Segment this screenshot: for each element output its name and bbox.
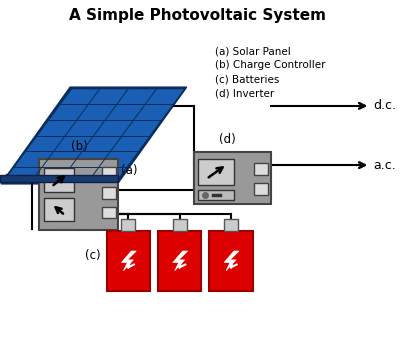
FancyBboxPatch shape [102,206,116,218]
FancyBboxPatch shape [209,231,253,290]
FancyBboxPatch shape [158,231,202,290]
Polygon shape [0,175,118,182]
Text: (b): (b) [71,140,87,153]
Polygon shape [122,251,136,271]
Text: d.c.: d.c. [373,99,396,112]
Text: (d): (d) [219,133,236,146]
FancyBboxPatch shape [254,163,268,175]
FancyBboxPatch shape [102,167,116,179]
FancyBboxPatch shape [40,159,118,230]
Text: (c) Batteries: (c) Batteries [215,74,280,84]
Text: (a): (a) [121,164,138,177]
FancyBboxPatch shape [173,219,187,231]
FancyBboxPatch shape [254,183,268,195]
FancyBboxPatch shape [224,219,238,231]
Text: (a) Solar Panel: (a) Solar Panel [215,47,291,57]
FancyBboxPatch shape [198,159,234,185]
Polygon shape [224,251,239,271]
Polygon shape [173,251,188,271]
Text: A Simple Photovoltaic System: A Simple Photovoltaic System [69,8,326,23]
FancyBboxPatch shape [122,219,135,231]
Text: (d) Inverter: (d) Inverter [215,88,274,98]
Text: (c): (c) [85,250,101,262]
FancyBboxPatch shape [44,168,74,192]
FancyBboxPatch shape [194,152,270,204]
Text: a.c.: a.c. [373,159,396,172]
FancyBboxPatch shape [107,231,150,290]
Polygon shape [2,89,185,182]
FancyBboxPatch shape [44,198,74,222]
FancyBboxPatch shape [198,190,234,200]
Text: (b) Charge Controller: (b) Charge Controller [215,61,326,70]
Polygon shape [1,87,187,184]
FancyBboxPatch shape [102,187,116,199]
